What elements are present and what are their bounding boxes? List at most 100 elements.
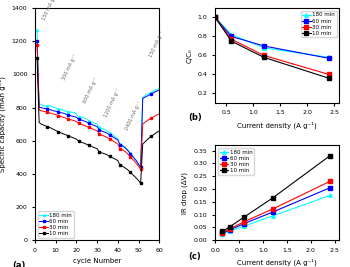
30 min xyxy=(271,207,275,211)
Legend: 180 min, 60 min, 30 min, 10 min: 180 min, 60 min, 30 min, 10 min xyxy=(218,148,254,175)
Text: 150 mA g⁻¹: 150 mA g⁻¹ xyxy=(41,0,58,21)
180 min xyxy=(157,87,161,90)
180 min xyxy=(213,16,217,19)
60 min xyxy=(56,110,60,113)
10 min xyxy=(328,154,332,157)
Text: 150 mA g⁻¹: 150 mA g⁻¹ xyxy=(149,30,166,58)
Text: (b): (b) xyxy=(188,113,202,122)
180 min xyxy=(229,33,233,36)
30 min xyxy=(262,54,266,57)
30 min xyxy=(35,43,39,46)
Line: 180 min: 180 min xyxy=(214,16,330,59)
10 min xyxy=(74,138,78,141)
Text: 1200 mA g⁻¹: 1200 mA g⁻¹ xyxy=(103,87,121,117)
180 min xyxy=(112,134,116,137)
10 min xyxy=(70,136,75,139)
180 min xyxy=(328,194,332,197)
X-axis label: Current density (A g⁻¹): Current density (A g⁻¹) xyxy=(238,121,317,128)
60 min xyxy=(327,57,331,60)
10 min xyxy=(242,216,246,219)
Text: 600 mA g⁻¹: 600 mA g⁻¹ xyxy=(83,77,99,104)
10 min xyxy=(76,139,80,143)
Legend: 180 min, 60 min, 30 min, 10 min: 180 min, 60 min, 30 min, 10 min xyxy=(38,211,74,238)
60 min xyxy=(139,166,143,169)
60 min xyxy=(74,116,78,119)
180 min xyxy=(76,115,80,118)
60 min xyxy=(328,186,332,189)
180 min xyxy=(66,110,70,113)
180 min xyxy=(35,28,39,31)
30 min xyxy=(112,140,116,143)
60 min xyxy=(271,210,275,214)
30 min xyxy=(228,227,232,231)
Y-axis label: Specific capacity (mAh g⁻¹): Specific capacity (mAh g⁻¹) xyxy=(0,76,6,172)
60 min xyxy=(66,113,70,117)
180 min xyxy=(242,225,246,228)
10 min xyxy=(35,56,39,59)
10 min xyxy=(271,197,275,200)
30 min xyxy=(139,167,143,171)
X-axis label: Current density (A g⁻¹): Current density (A g⁻¹) xyxy=(238,258,317,266)
60 min xyxy=(220,231,224,235)
60 min xyxy=(229,35,233,38)
30 min xyxy=(157,112,161,115)
180 min xyxy=(228,230,232,233)
X-axis label: cycle Number: cycle Number xyxy=(73,258,121,265)
10 min xyxy=(157,129,161,132)
Line: 30 min: 30 min xyxy=(220,180,332,234)
10 min xyxy=(213,16,217,19)
Line: 60 min: 60 min xyxy=(36,40,160,168)
Line: 10 min: 10 min xyxy=(214,16,330,80)
30 min xyxy=(242,220,246,223)
10 min xyxy=(56,130,60,133)
Y-axis label: C/C₀: C/C₀ xyxy=(186,48,192,63)
Line: 180 min: 180 min xyxy=(36,29,160,168)
30 min xyxy=(229,38,233,41)
10 min xyxy=(139,182,143,185)
10 min xyxy=(66,134,70,137)
10 min xyxy=(229,40,233,43)
10 min xyxy=(220,230,224,233)
60 min xyxy=(228,229,232,232)
60 min xyxy=(242,222,246,225)
10 min xyxy=(262,56,266,59)
180 min xyxy=(139,166,143,169)
Line: 10 min: 10 min xyxy=(220,154,332,233)
180 min xyxy=(327,56,331,59)
30 min xyxy=(56,114,60,117)
Line: 60 min: 60 min xyxy=(220,186,332,235)
30 min xyxy=(328,180,332,183)
60 min xyxy=(35,40,39,43)
Text: 300 mA g⁻¹: 300 mA g⁻¹ xyxy=(62,53,78,81)
Line: 10 min: 10 min xyxy=(36,57,160,184)
Text: 2400 mA g⁻¹: 2400 mA g⁻¹ xyxy=(124,100,142,131)
Line: 60 min: 60 min xyxy=(214,16,330,60)
60 min xyxy=(76,117,80,121)
30 min xyxy=(70,119,75,122)
180 min xyxy=(56,108,60,111)
Text: (c): (c) xyxy=(188,252,201,261)
30 min xyxy=(213,16,217,19)
60 min xyxy=(213,16,217,19)
30 min xyxy=(76,121,80,125)
10 min xyxy=(228,225,232,229)
60 min xyxy=(262,44,266,48)
30 min xyxy=(74,120,78,123)
60 min xyxy=(157,89,161,92)
30 min xyxy=(220,231,224,234)
30 min xyxy=(66,117,70,120)
180 min xyxy=(262,46,266,49)
Line: 180 min: 180 min xyxy=(220,194,332,236)
Y-axis label: IR drop (ΔV): IR drop (ΔV) xyxy=(182,172,188,214)
10 min xyxy=(327,77,331,80)
30 min xyxy=(327,73,331,76)
Line: 30 min: 30 min xyxy=(36,44,160,170)
60 min xyxy=(70,115,75,118)
Line: 30 min: 30 min xyxy=(214,16,330,76)
60 min xyxy=(112,136,116,139)
180 min xyxy=(271,214,275,218)
10 min xyxy=(112,157,116,160)
Text: (a): (a) xyxy=(13,261,26,267)
180 min xyxy=(74,113,78,116)
180 min xyxy=(70,111,75,114)
